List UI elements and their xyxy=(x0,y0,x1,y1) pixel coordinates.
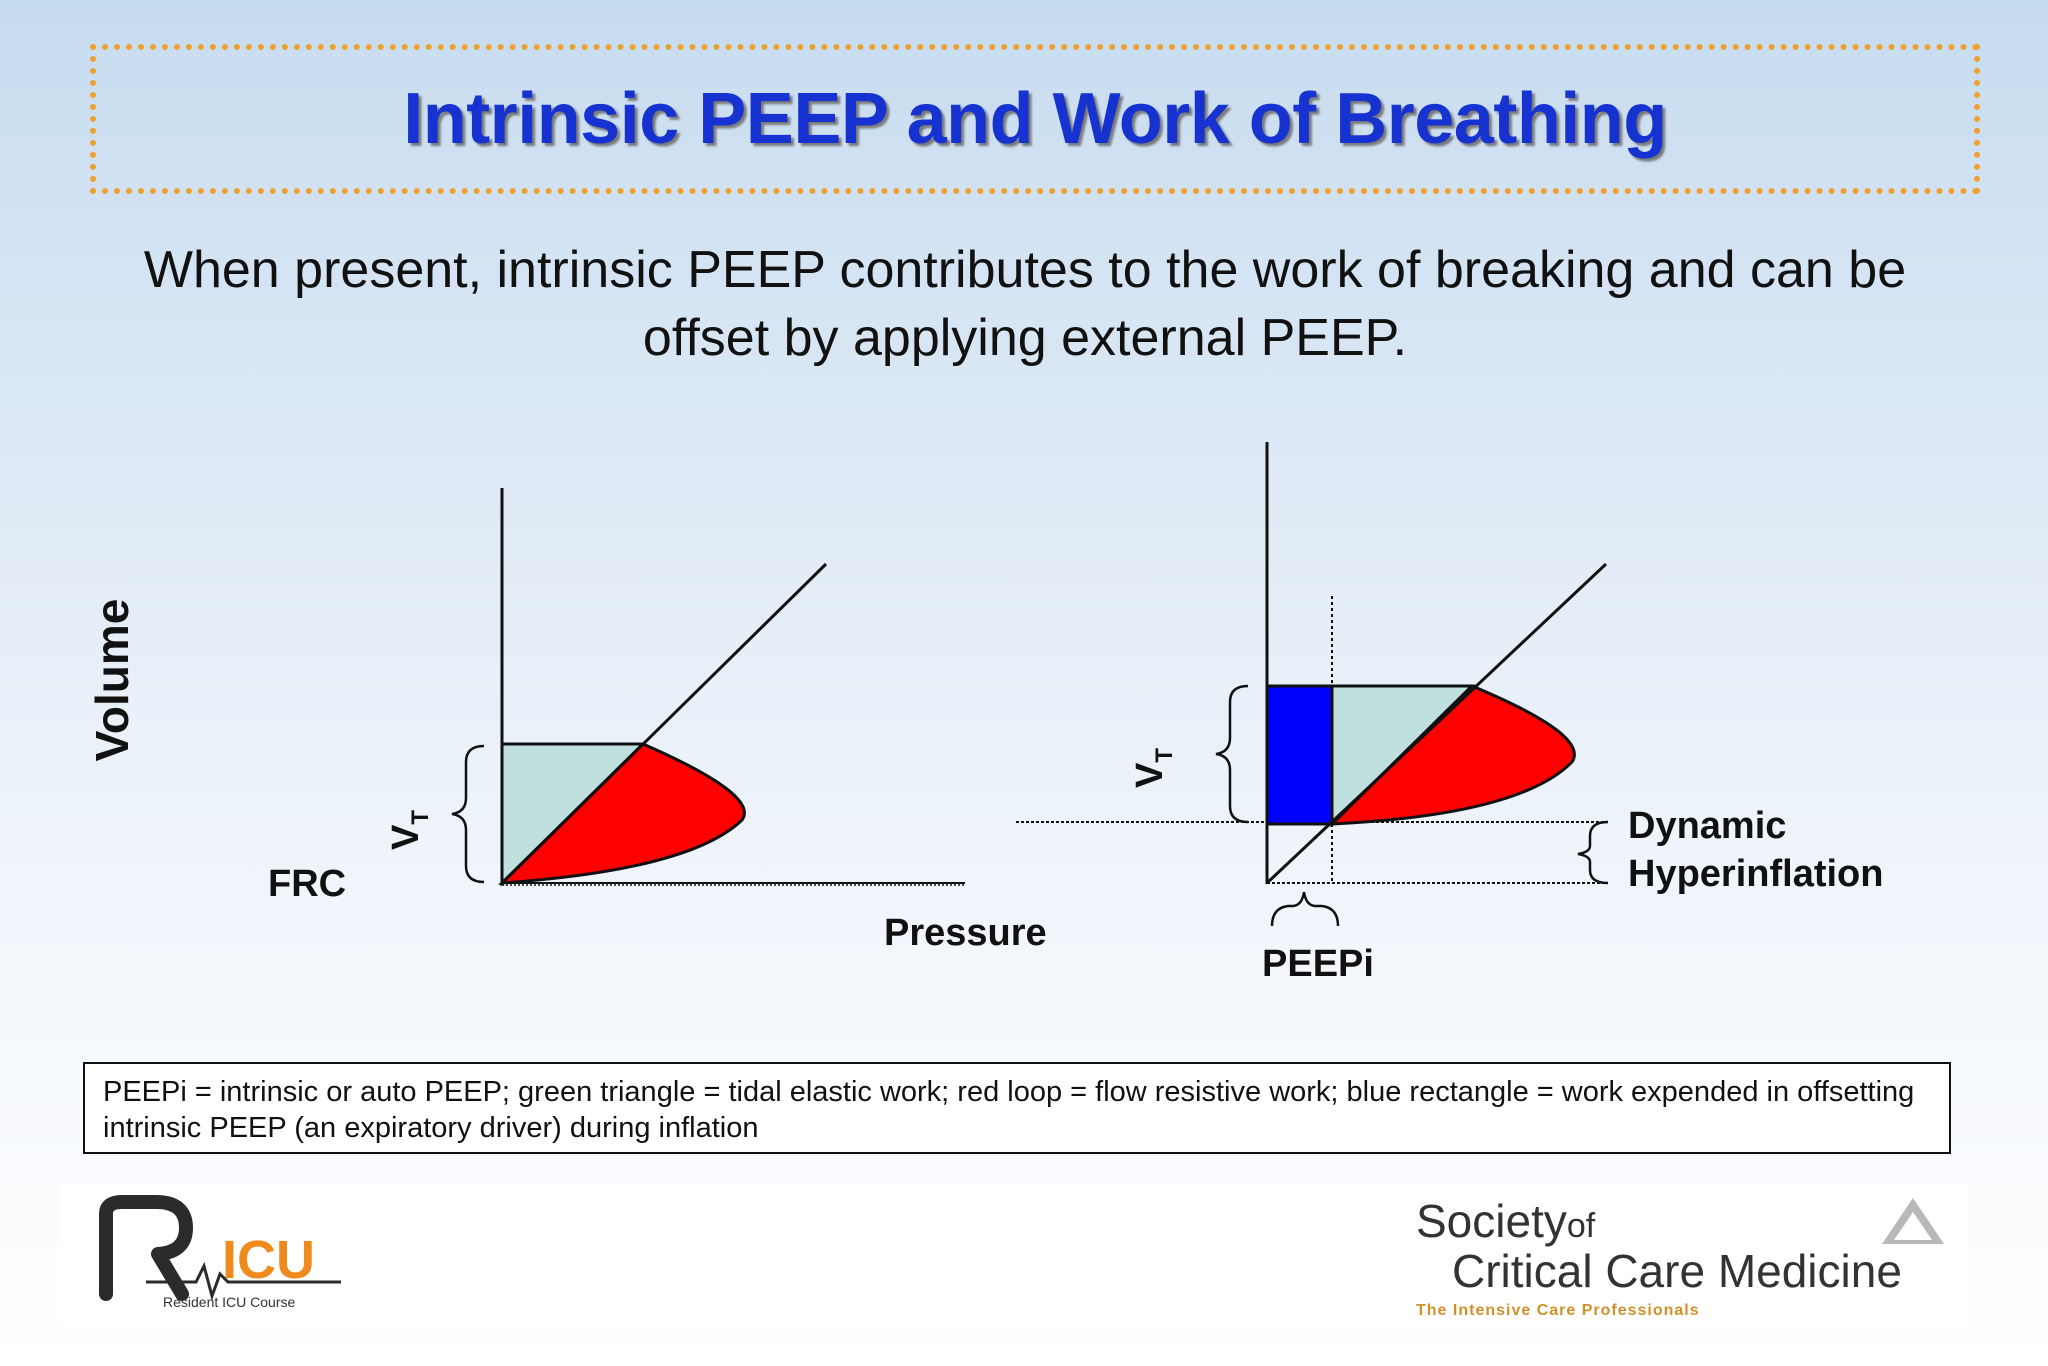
left-loop-diagram: VT FRC xyxy=(268,488,965,905)
sccm-name: Critical Care Medicine xyxy=(1452,1245,1902,1297)
footer: ICU Resident ICU Course Societyof Critic… xyxy=(58,1184,1968,1324)
left-vt-brace xyxy=(451,744,485,884)
hyperinflation-label: Hyperinflation xyxy=(1628,853,1883,895)
frc-label: FRC xyxy=(268,863,346,905)
y-axis-label: Volume xyxy=(86,599,138,762)
svg-text:ICU: ICU xyxy=(222,1230,315,1290)
slide-title: Intrinsic PEEP and Work of Breathing xyxy=(403,79,1667,159)
ricu-logo: ICU xyxy=(99,1195,341,1301)
dynamic-hyperinflation-brace xyxy=(1577,820,1609,885)
sccm-pyramid-icon xyxy=(1882,1198,1944,1244)
right-vt-brace xyxy=(1215,684,1249,824)
left-compliance-line xyxy=(500,562,828,885)
sccm-logo: Societyof Critical Care Medicine The Int… xyxy=(1416,1194,1956,1319)
x-axis-label: Pressure xyxy=(884,912,1047,954)
right-red-loop xyxy=(1328,684,1576,826)
dynamic-label: Dynamic xyxy=(1628,805,1786,847)
peepi-brace xyxy=(1270,891,1340,927)
ricu-subtitle: Resident ICU Course xyxy=(163,1294,296,1310)
sccm-society-line: Societyof xyxy=(1416,1195,1596,1247)
slide-subtitle: When present, intrinsic PEEP contributes… xyxy=(143,241,1907,367)
right-loop-diagram: VT PEEPi Dynamic Hyperinflation xyxy=(1016,442,1883,985)
right-vt-label: VT xyxy=(1129,748,1178,788)
right-compliance-line xyxy=(1265,562,1608,885)
sccm-tagline: The Intensive Care Professionals xyxy=(1416,1302,1700,1319)
peepi-label: PEEPi xyxy=(1262,943,1374,985)
legend-box: PEEPi = intrinsic or auto PEEP; green tr… xyxy=(83,1062,1951,1154)
title-box: Intrinsic PEEP and Work of Breathing xyxy=(90,44,1980,194)
right-blue-rectangle xyxy=(1265,684,1334,826)
left-vt-label: VT xyxy=(385,810,434,850)
left-red-loop xyxy=(498,742,746,885)
